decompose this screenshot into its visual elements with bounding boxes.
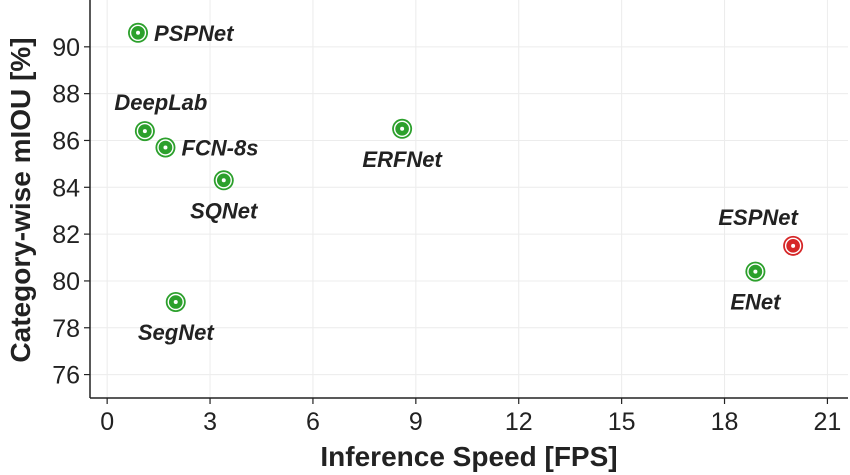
data-point-espnet (783, 235, 804, 256)
point-inner-ring (136, 122, 154, 140)
x-tick-label: 12 (505, 408, 533, 436)
point-center-dot (163, 145, 168, 150)
y-tick-label: 76 (52, 362, 80, 390)
data-point-sqnet (213, 170, 234, 191)
point-center-dot (136, 30, 141, 35)
point-label-erfnet: ERFNet (362, 147, 443, 172)
point-label-sqnet: SQNet (190, 198, 259, 223)
y-tick-label: 90 (52, 34, 80, 62)
x-tick-label: 15 (608, 408, 636, 436)
axes (89, 0, 848, 399)
point-center-dot (400, 126, 405, 131)
y-tick-label: 82 (52, 221, 80, 249)
point-label-pspnet: PSPNet (154, 21, 235, 46)
y-tick-label: 78 (52, 315, 80, 343)
point-label-enet: ENet (730, 290, 782, 315)
point-inner-ring (215, 172, 232, 189)
data-point-erfnet (392, 118, 413, 139)
x-axis-title: Inference Speed [FPS] (320, 441, 617, 472)
y-tick-label: 86 (52, 127, 80, 155)
data-point-deeplab (134, 121, 155, 142)
y-tick-label: 80 (52, 268, 80, 296)
point-center-dot (753, 269, 758, 274)
y-axis-title: Category-wise mIOU [%] (5, 37, 36, 362)
x-tick-label: 6 (306, 408, 320, 436)
point-inner-ring (157, 139, 174, 156)
point-label-espnet: ESPNet (718, 205, 799, 230)
data-point-fcn-8s (155, 137, 176, 158)
point-label-deeplab: DeepLab (114, 90, 207, 115)
x-tick-label: 18 (711, 408, 739, 436)
point-labels: PSPNet DeepLab FCN-8s SQNet SegNet ERFNet ENet… (114, 21, 799, 345)
point-center-dot (221, 178, 226, 183)
x-tick-label: 9 (409, 408, 423, 436)
point-inner-ring (129, 24, 147, 41)
point-center-dot (142, 129, 147, 134)
grid-lines (90, 0, 848, 398)
point-inner-ring (747, 263, 764, 280)
y-ticks: 76 78 80 82 84 86 88 90 (52, 34, 90, 390)
data-point-enet (745, 261, 766, 282)
point-inner-ring (167, 293, 184, 311)
x-tick-label: 3 (203, 408, 217, 436)
data-point-pspnet (128, 22, 149, 43)
point-center-dot (791, 243, 796, 248)
y-tick-label: 88 (52, 81, 80, 109)
y-tick-label: 84 (52, 174, 80, 202)
x-ticks: 0 3 6 9 12 15 18 21 (100, 398, 841, 436)
x-tick-label: 21 (814, 408, 842, 436)
point-inner-ring (784, 237, 802, 255)
point-center-dot (173, 300, 178, 305)
point-label-segnet: SegNet (138, 320, 215, 345)
x-tick-label: 0 (100, 408, 114, 436)
point-inner-ring (393, 120, 411, 137)
data-point-segnet (165, 292, 186, 313)
data-points (128, 22, 804, 313)
point-label-fcn-8s: FCN-8s (181, 135, 258, 160)
